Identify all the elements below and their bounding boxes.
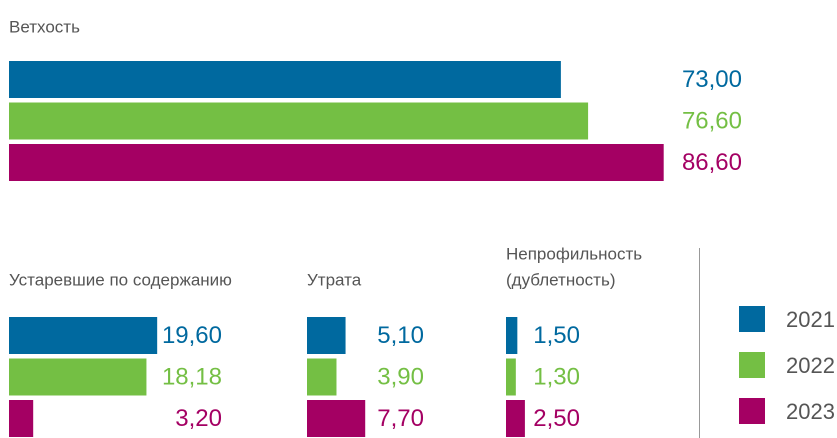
panel-title: (дублетность): [506, 270, 616, 289]
value-label: 2,50: [533, 405, 580, 432]
bar: [9, 400, 34, 437]
value-label: 1,50: [533, 322, 580, 349]
bar: [9, 102, 589, 140]
legend-swatch: [739, 306, 765, 332]
value-label: 3,20: [175, 405, 222, 432]
value-label: 19,60: [162, 322, 222, 349]
legend-label: 2021: [786, 307, 835, 332]
bar: [307, 358, 337, 396]
value-label: 18,18: [162, 363, 222, 390]
bar: [9, 358, 147, 396]
bar: [506, 358, 516, 396]
legend-swatch: [739, 352, 765, 378]
bar: [307, 317, 346, 354]
bar: [9, 144, 664, 181]
panel-title: Устаревшие по содержанию: [9, 270, 232, 289]
bar: [506, 400, 525, 437]
value-label: 76,60: [682, 107, 742, 134]
value-label: 7,70: [377, 405, 424, 432]
value-label: 3,90: [377, 363, 424, 390]
value-label: 1,30: [533, 363, 580, 390]
value-label: 73,00: [682, 66, 742, 93]
value-label: 5,10: [377, 322, 424, 349]
panel-title: Утрата: [307, 270, 362, 289]
legend-label: 2022: [786, 353, 835, 378]
legend-label: 2023: [786, 399, 835, 424]
panel-title: Непрофильность: [506, 244, 642, 263]
bar: [307, 400, 366, 437]
bar: [9, 61, 561, 98]
legend-swatch: [739, 398, 765, 424]
bar: [9, 317, 158, 354]
bar: [506, 317, 518, 354]
panel-title: Ветхость: [9, 17, 80, 36]
value-label: 86,60: [682, 149, 742, 176]
